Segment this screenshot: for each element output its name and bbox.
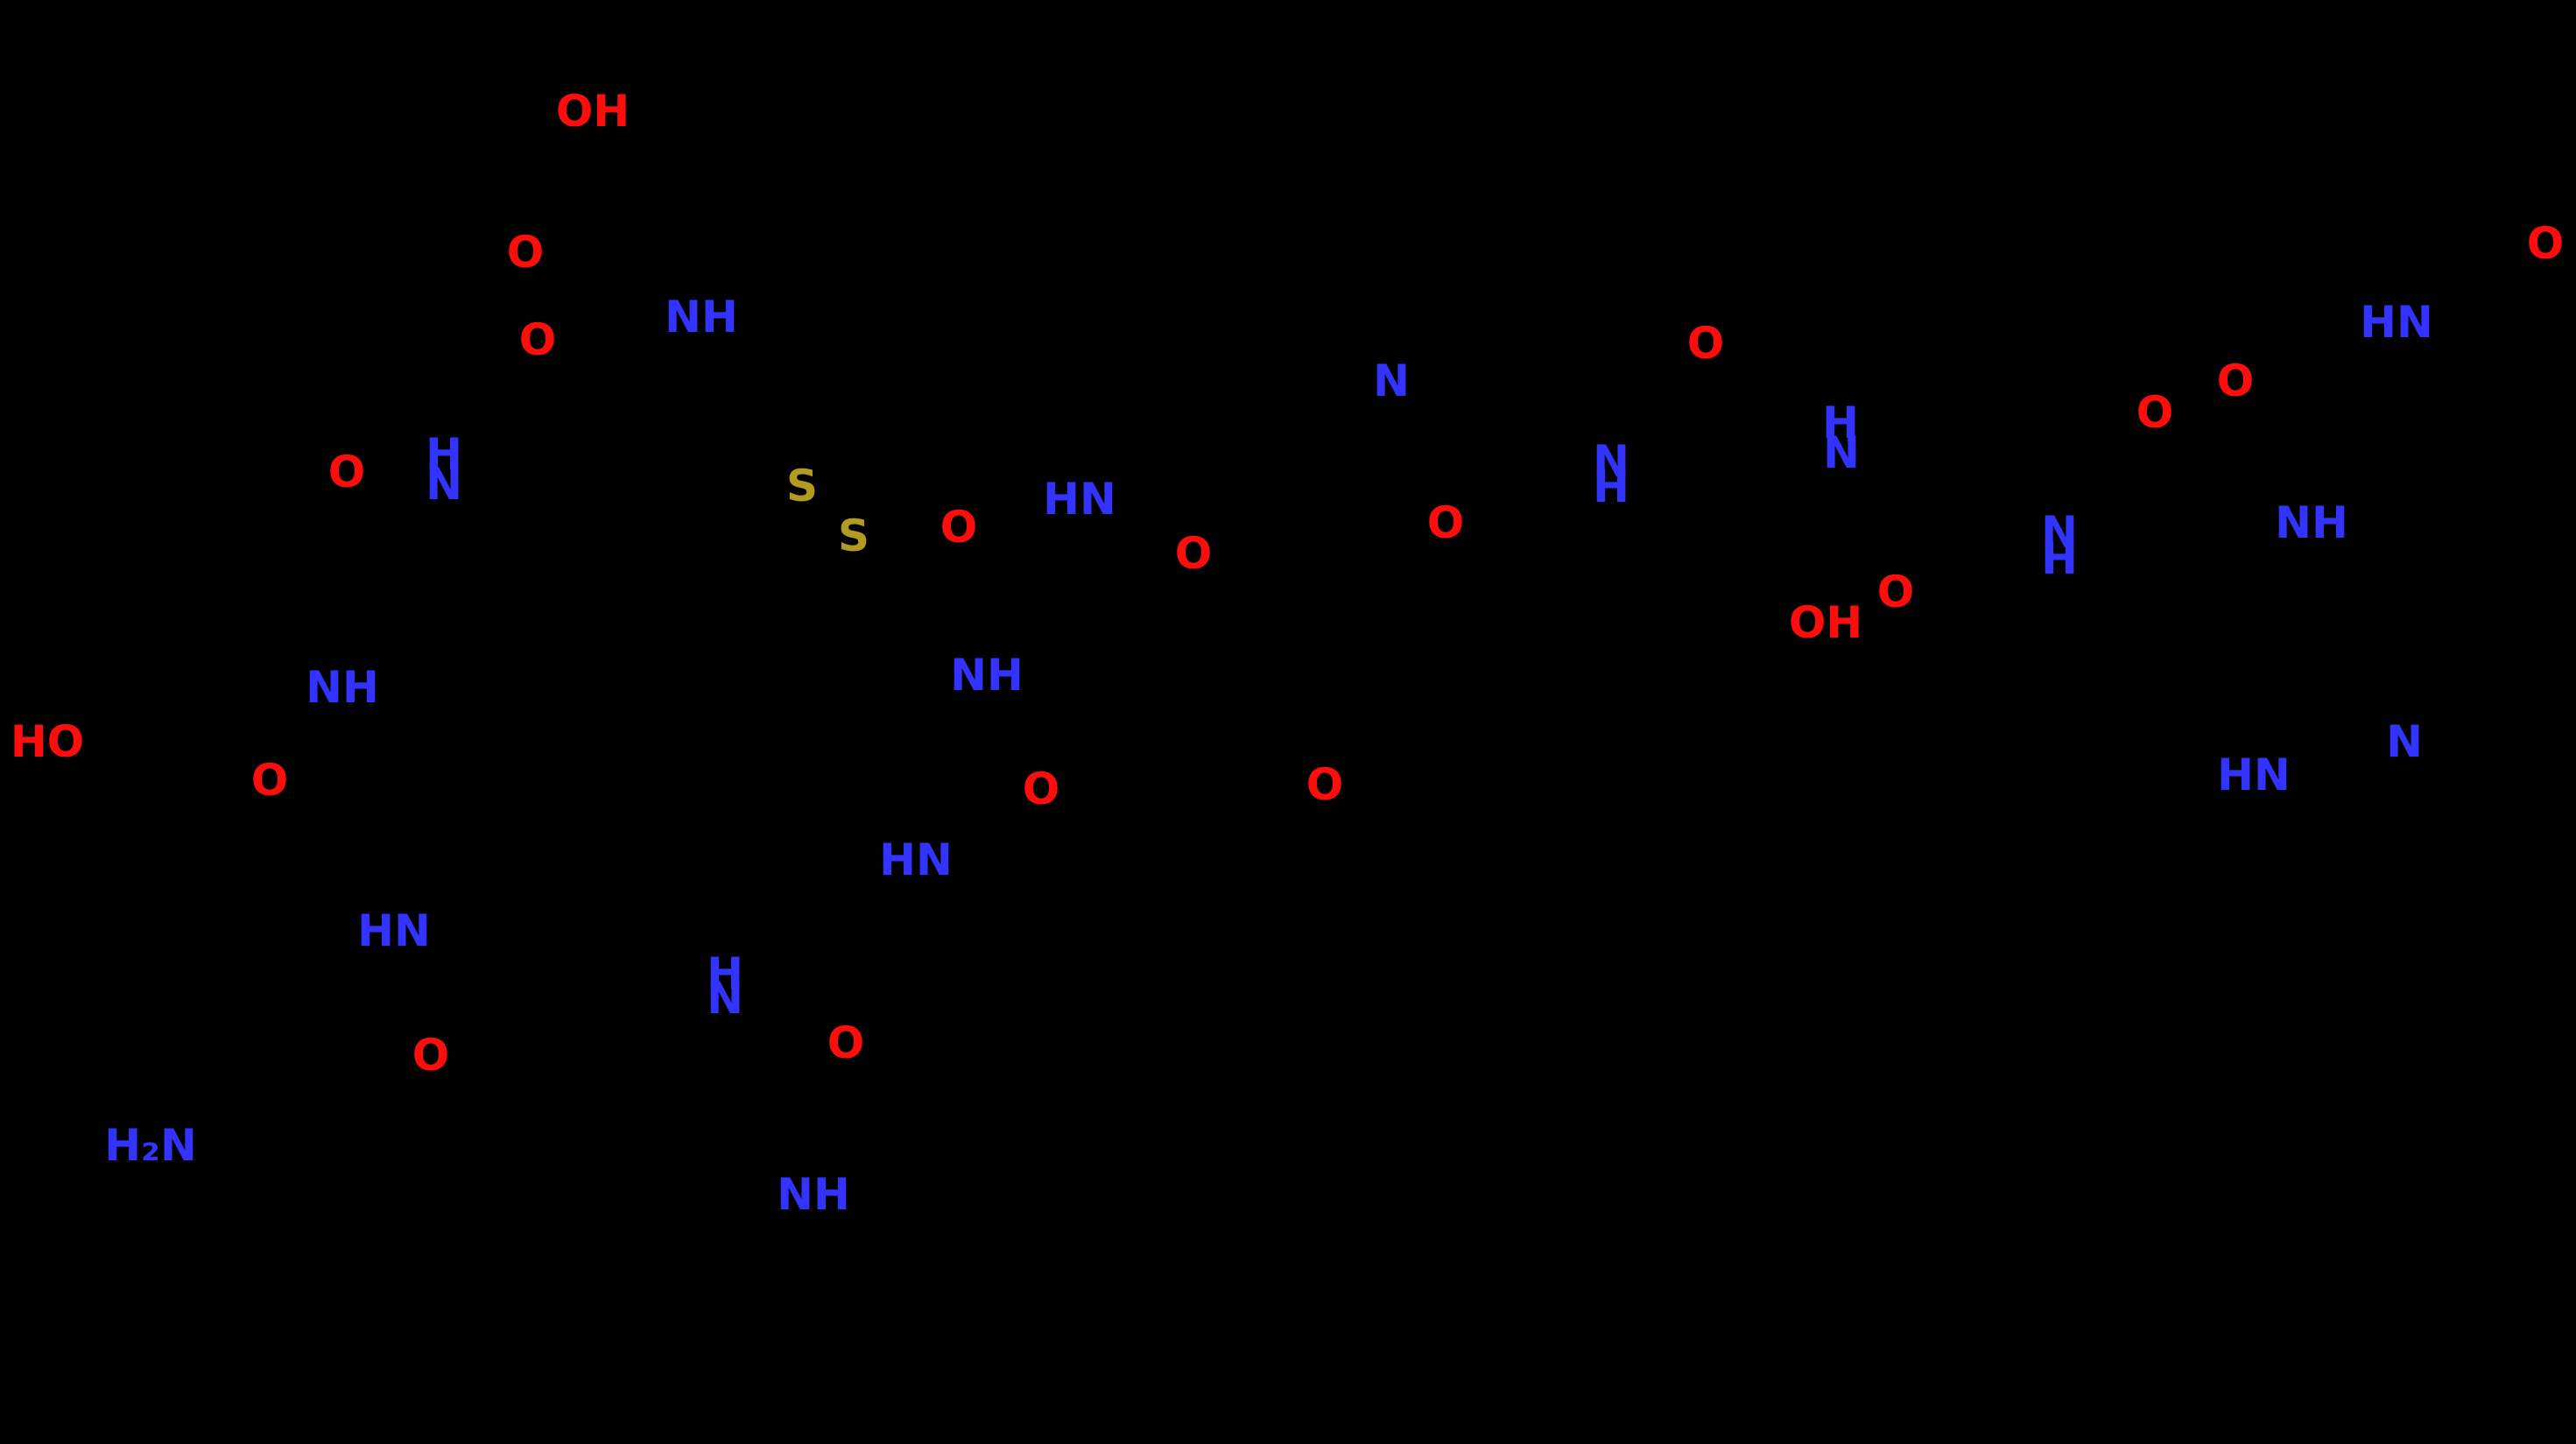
atom-label-n-HN: HN (357, 905, 431, 956)
atom-label-n-N: N (2386, 716, 2423, 767)
atom-label-n-N: N (426, 459, 462, 510)
atom-label-n-HN: HN (879, 835, 953, 885)
atom-label-n-H: H (2041, 533, 2078, 584)
atom-label-o-HO: HO (11, 716, 84, 767)
atom-label-o-O: O (940, 502, 978, 553)
atom-label-o-O: O (1877, 567, 1915, 617)
atom-label-o-O: O (507, 227, 545, 278)
atom-label-o-OH: OH (556, 86, 630, 137)
atom-label-o-O: O (1306, 759, 1344, 810)
atom-label-n-NH: NH (306, 662, 379, 713)
atom-label-o-O: O (1427, 497, 1465, 548)
atom-label-n-NH: NH (777, 1169, 850, 1220)
atom-label-o-O: O (1023, 764, 1060, 814)
atom-label-n-HN: HN (1043, 474, 1116, 525)
atom-label-o-O: O (412, 1030, 450, 1081)
atom-label-n-H: H (707, 948, 743, 999)
atom-label-n-N: N (707, 973, 743, 1024)
atom-label-o-O: O (2136, 387, 2174, 438)
atom-label-o-OH: OH (1789, 597, 1862, 648)
atom-label-s-S: S (786, 461, 818, 511)
atom-label-n-H2N: H₂N (104, 1120, 197, 1171)
atom-label-n-H: H (426, 429, 462, 480)
atom-label-o-O: O (1175, 528, 1213, 579)
atom-label-o-O: O (827, 1018, 865, 1068)
atom-label-o-O: O (328, 447, 366, 497)
atom-label-o-O: O (519, 314, 557, 365)
atom-label-n-HN: HN (2217, 750, 2291, 800)
atom-label-n-N: N (1593, 436, 1629, 487)
atom-label-n-N: N (1373, 356, 1410, 406)
atom-label-n-NH: NH (950, 650, 1024, 701)
atom-label-n-N: N (1823, 427, 1860, 478)
atom-label-o-O: O (1687, 318, 1725, 369)
atom-label-n-NH: NH (665, 292, 738, 342)
atom-label-n-HN: HN (2360, 297, 2433, 348)
atom-label-s-S: S (838, 511, 869, 561)
atom-label-n-H: H (1593, 461, 1629, 512)
atom-label-n-N: N (2041, 507, 2078, 558)
atom-label-o-O: O (2217, 356, 2255, 406)
atom-label-n-H: H (1822, 398, 1859, 448)
atom-label-o-O: O (251, 755, 289, 806)
atom-label-o-O: O (2527, 218, 2565, 269)
atom-label-n-NH: NH (2275, 497, 2348, 548)
